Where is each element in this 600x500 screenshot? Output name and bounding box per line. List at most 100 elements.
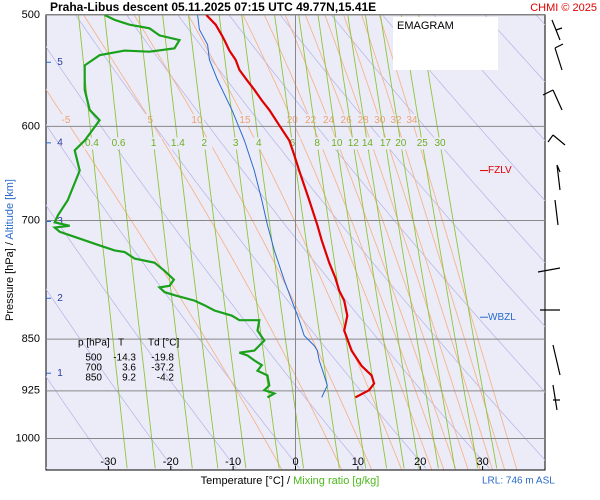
table-cell: -4.2 [157, 373, 175, 384]
x-tick-label: -20 [163, 456, 179, 468]
dry-adiabat [46, 46, 364, 469]
label-bg [377, 137, 394, 150]
label-bg [110, 137, 127, 150]
table-header: T [118, 338, 124, 349]
mixing-ratio-line [347, 15, 420, 469]
altitude-tick-label: 1 [57, 368, 63, 379]
profile-line [52, 15, 278, 399]
y-tick-label: 850 [22, 333, 40, 345]
moist-adiabat-label: 24 [323, 115, 335, 126]
legend-title: EMAGRAM [397, 20, 454, 32]
mixing-ratio-line [400, 15, 479, 469]
mixing-ratio-label: 2 [202, 138, 208, 149]
label-bg [372, 114, 387, 127]
mixing-ratio-label: 20 [395, 138, 407, 149]
y-tick-label: 1000 [16, 432, 40, 444]
mixing-ratio-line [379, 15, 456, 469]
label-bg [321, 114, 336, 127]
label-bg [356, 114, 371, 127]
mixing-ratio-line [78, 15, 128, 469]
moist-adiabat-label: 10 [191, 115, 203, 126]
label-bg [309, 137, 326, 150]
altitude-tick-label: 3 [57, 216, 63, 227]
table-cell: 3.6 [122, 363, 136, 374]
level-label: WBZL [488, 312, 516, 323]
label-bg [392, 137, 409, 150]
label-bg [389, 114, 404, 127]
mixing-ratio-label: 10 [331, 138, 343, 149]
mixing-ratio-label: 3 [233, 138, 239, 149]
x-tick-label: -30 [100, 456, 116, 468]
mixing-ratio-line [162, 15, 219, 469]
mixing-ratio-line [274, 15, 340, 469]
label-bg [189, 114, 204, 127]
mixing-ratio-label: 6 [290, 138, 296, 149]
altitude-tick-label: 2 [57, 293, 63, 304]
x-axis-label: Temperature [°C] / Mixing ratio [g/kg] [201, 475, 380, 487]
moist-adiabat-label: 34 [406, 115, 418, 126]
table-cell: -19.8 [151, 353, 174, 364]
mixing-ratio-label: 14 [362, 138, 374, 149]
y-tick-label: 700 [22, 214, 40, 226]
label-bg [58, 114, 73, 127]
altitude-tick-label: 4 [57, 138, 63, 149]
profile-line [197, 15, 328, 398]
label-bg [196, 137, 213, 150]
moist-adiabat-label: 15 [239, 115, 251, 126]
dry-adiabat [46, 123, 300, 469]
moist-adiabat-label: 22 [305, 115, 317, 126]
dry-adiabat [46, 375, 111, 469]
dry-adiabat [535, 15, 545, 26]
table-header: p [hPa] [78, 338, 110, 349]
mixing-ratio-label: 1.4 [171, 138, 185, 149]
x-tick-label: 10 [352, 456, 364, 468]
label-bg [145, 137, 162, 150]
label-bg [227, 137, 244, 150]
mixing-ratio-label: 8 [314, 138, 320, 149]
mixing-ratio-line [364, 15, 439, 469]
label-bg [237, 114, 252, 127]
table-cell: -37.2 [151, 363, 174, 374]
mixing-ratio-label: 17 [380, 138, 392, 149]
mixing-ratio-label: 0.6 [112, 138, 126, 149]
level-label: FZLV [488, 165, 512, 176]
label-bg [83, 137, 100, 150]
label-bg [143, 114, 158, 127]
profile-line [205, 15, 376, 399]
wind-barbs [537, 19, 566, 411]
y-tick-label: 925 [22, 385, 40, 397]
table-cell: 9.2 [122, 373, 136, 384]
moist-adiabat-label: 30 [374, 115, 386, 126]
mixing-ratio-label: 4 [256, 138, 262, 149]
dry-adiabat [587, 15, 600, 468]
moist-adiabat-label: 5 [147, 115, 153, 126]
label-bg [328, 137, 345, 150]
y-tick-label: 600 [22, 120, 40, 132]
mixing-ratio-label: 1 [151, 138, 157, 149]
table-header: Td [°C] [148, 338, 179, 349]
x-tick-label: -10 [225, 456, 241, 468]
x-axis-label-primary: Temperature [°C] [201, 475, 284, 487]
table-cell: 850 [85, 373, 102, 384]
label-bg [250, 137, 267, 150]
mixing-ratio-label: 30 [435, 138, 447, 149]
moist-adiabat-label: 20 [287, 115, 299, 126]
label-bg [404, 114, 419, 127]
y-axis-label-secondary: Altitude [km] [4, 179, 16, 240]
mixing-ratio-line [418, 15, 498, 469]
mixing-ratio-line [317, 15, 388, 469]
mixing-ratio-line [333, 15, 405, 469]
moist-adiabat-label: 32 [390, 115, 402, 126]
y-axis-label-primary: Pressure [hPa] [4, 248, 16, 321]
table-cell: 700 [85, 363, 102, 374]
table-cell: -14.3 [113, 353, 136, 364]
y-tick-label: 500 [22, 9, 40, 21]
moist-adiabat-label: 28 [358, 115, 370, 126]
label-bg [359, 137, 376, 150]
dry-adiabat [433, 15, 545, 141]
x-tick-label: 20 [414, 456, 426, 468]
altitude-tick-label: 5 [57, 57, 63, 68]
label-bg [169, 137, 186, 150]
credit: CHMI © 2025 [530, 2, 597, 14]
